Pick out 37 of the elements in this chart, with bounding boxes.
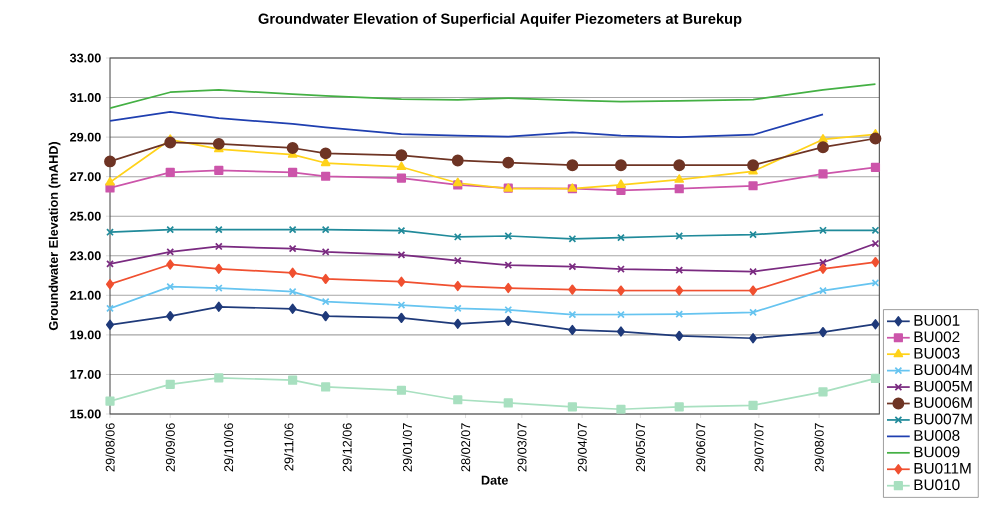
- x-tick-label: 29/06/07: [695, 423, 706, 472]
- chart-title: Groundwater Elevation of Superficial Aquifer Piezometers at Burekup: [258, 13, 742, 27]
- legend-label: BU007M: [914, 413, 972, 425]
- legend-label: BU010: [914, 479, 960, 491]
- x-tick-label: 29/05/07: [635, 423, 646, 472]
- legend-label: BU006M: [914, 397, 972, 408]
- y-tick-label: 27.00: [70, 172, 101, 182]
- legend-label: BU008: [914, 430, 960, 441]
- x-tick-label: 29/03/07: [517, 423, 527, 472]
- x-tick-label: 29/07/07: [754, 423, 764, 472]
- y-tick-label: 19.00: [70, 330, 101, 340]
- y-tick-label: 21.00: [70, 290, 101, 300]
- y-tick-label: 15.00: [70, 409, 101, 419]
- y-tick-label: 25.00: [70, 211, 101, 221]
- y-tick-label: 31.00: [69, 93, 101, 103]
- y-tick-label: 17.00: [70, 369, 101, 379]
- y-axis-title: Groundwater Elevation (mAHD): [48, 141, 61, 331]
- x-tick-label: 29/09/06: [165, 423, 175, 472]
- x-tick-label: 29/12/06: [342, 423, 352, 472]
- y-tick-label: 29.00: [70, 132, 101, 142]
- x-tick-label: 28/02/07: [460, 423, 471, 472]
- x-tick-label: 29/04/07: [577, 423, 587, 472]
- legend-label: BU003: [914, 347, 960, 359]
- x-tick-label: 29/01/07: [402, 423, 412, 472]
- legend-label: BU004M: [914, 364, 972, 376]
- y-tick-label: 33.00: [69, 53, 101, 63]
- y-tick-label: 23.00: [70, 251, 101, 261]
- x-tick-label: 29/08/07: [814, 423, 824, 472]
- legend-label: BU011M: [914, 462, 971, 474]
- legend-label: BU001: [914, 314, 960, 326]
- legend-label: BU009: [914, 446, 960, 458]
- x-tick-label: 29/10/06: [223, 423, 234, 472]
- x-tick-label: 29/11/06: [284, 423, 294, 471]
- x-tick-label: 29/08/06: [105, 423, 115, 472]
- legend-label: BU005M: [914, 380, 972, 392]
- x-axis-title: Date: [481, 475, 508, 485]
- legend-label: BU002: [914, 331, 960, 343]
